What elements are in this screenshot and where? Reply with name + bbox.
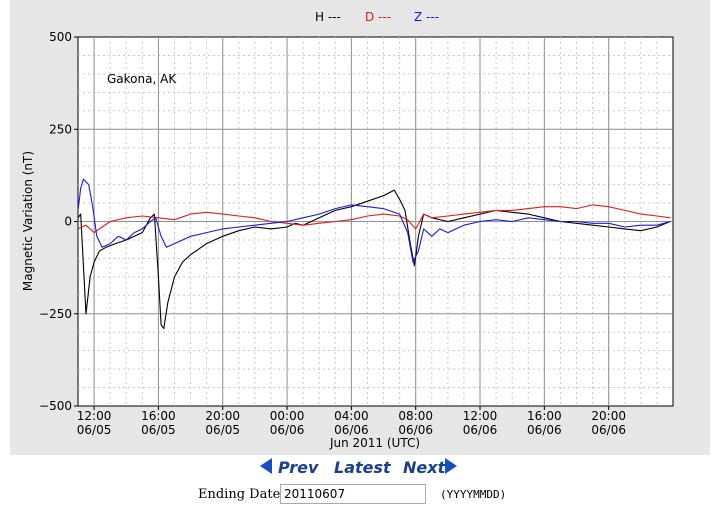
legend-d: D ---: [365, 10, 392, 24]
x-tick-time-label: 16:00: [141, 409, 176, 423]
x-tick-time-label: 12:00: [463, 409, 498, 423]
x-tick-date-label: 06/06: [334, 423, 369, 437]
x-tick-date-label: 06/05: [205, 423, 240, 437]
prev-arrow-icon[interactable]: [260, 458, 272, 474]
next-link[interactable]: Next: [403, 458, 446, 477]
station-label: Gakona, AK: [107, 72, 177, 86]
x-tick-time-label: 20:00: [591, 409, 626, 423]
x-axis-label: Jun 2011 (UTC): [329, 436, 420, 450]
y-axis-label: Magnetic Variation (nT): [21, 151, 35, 291]
y-tick-label: 0: [64, 215, 72, 229]
x-tick-date-label: 06/05: [77, 423, 112, 437]
prev-link[interactable]: Prev: [278, 458, 319, 477]
x-tick-date-label: 06/06: [398, 423, 433, 437]
chart-panel: H --- D --- Z --- 500 250 0 −250 −500 12:00 0…: [10, 0, 710, 455]
x-tick-date-label: 06/05: [141, 423, 176, 437]
date-form: Ending Date: (YYYYMMDD): [0, 484, 716, 508]
ending-date-input[interactable]: [280, 484, 426, 504]
y-tick-label: 500: [49, 30, 72, 44]
next-arrow-icon[interactable]: [445, 458, 457, 474]
x-tick-date-label: 06/06: [591, 423, 626, 437]
x-tick-time-label: 16:00: [527, 409, 562, 423]
x-tick-time-label: 00:00: [270, 409, 305, 423]
latest-link[interactable]: Latest: [334, 458, 391, 477]
x-tick-time-label: 12:00: [77, 409, 112, 423]
x-tick-date-label: 06/06: [463, 423, 498, 437]
x-tick-time-label: 08:00: [398, 409, 433, 423]
x-tick-time-label: 20:00: [205, 409, 240, 423]
series-line-z: [77, 178, 671, 263]
ending-date-label: Ending Date:: [198, 487, 285, 502]
y-tick-label: 250: [49, 122, 72, 136]
navigation-bar: Prev Latest Next: [0, 458, 716, 480]
x-tick-time-label: 04:00: [334, 409, 369, 423]
date-format-hint: (YYYYMMDD): [440, 488, 507, 501]
y-tick-label: −250: [39, 307, 72, 321]
x-tick-date-label: 06/06: [527, 423, 562, 437]
legend-h: H ---: [315, 10, 341, 24]
y-tick-label: −500: [39, 399, 72, 413]
legend-z: Z ---: [414, 10, 440, 24]
x-tick-date-label: 06/06: [270, 423, 305, 437]
